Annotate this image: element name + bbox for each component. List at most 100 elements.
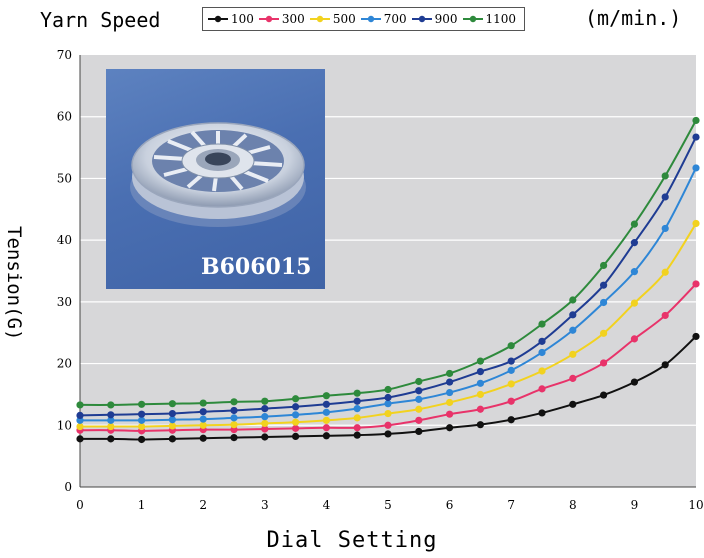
y-tick-label: 0 [64,480,72,494]
data-point-900 [538,337,546,345]
data-point-1100 [168,400,176,408]
data-point-100 [384,430,392,438]
legend-label: 300 [281,12,305,26]
legend-label: 100 [231,12,254,26]
data-point-700 [138,416,146,424]
data-point-500 [292,418,300,426]
data-point-1100 [353,389,361,397]
legend-label: 500 [332,12,356,26]
chart-title: Yarn Speed [40,8,161,32]
data-point-300 [630,335,639,343]
data-point-100 [538,409,546,417]
legend-marker [258,15,279,23]
pulley-image [130,122,306,227]
data-point-300 [569,374,577,382]
data-point-700 [476,379,484,387]
data-point-100 [199,434,207,442]
legend-entry-700: 700 [360,12,407,26]
data-point-1100 [415,377,423,386]
data-point-700 [292,411,300,419]
legend-marker [360,15,381,23]
data-point-900 [661,193,669,201]
x-tick-label: 4 [323,498,331,512]
legend-entry-300: 300 [258,12,305,26]
data-point-900 [446,378,454,386]
data-point-300 [322,424,330,432]
legend-label: 700 [383,12,407,26]
legend-marker [309,15,330,23]
data-point-100 [661,361,669,369]
data-point-700 [569,326,577,334]
data-point-900 [630,239,639,247]
data-point-100 [261,433,269,441]
data-point-100 [507,416,515,424]
x-tick-label: 7 [507,498,515,512]
data-point-1100 [476,357,484,365]
data-point-900 [384,393,392,402]
data-point-700 [230,414,238,422]
data-point-100 [138,435,146,444]
y-tick-label: 30 [57,295,72,309]
legend-entry-900: 900 [411,12,458,26]
data-point-900 [322,400,330,408]
data-point-700 [600,298,608,307]
x-tick-label: 8 [569,498,577,512]
data-point-500 [322,416,330,424]
data-point-500 [76,422,84,431]
data-point-900 [600,281,608,289]
data-point-1100 [322,392,330,400]
data-point-500 [569,350,577,358]
data-point-1100 [76,401,84,409]
x-tick-label: 9 [631,498,639,512]
data-point-100 [415,427,423,436]
data-point-300 [538,385,546,393]
legend-marker [411,15,432,23]
data-point-1100 [261,397,269,405]
data-point-500 [138,422,146,431]
data-point-500 [199,421,207,429]
data-point-300 [292,424,300,432]
data-point-500 [261,419,269,428]
data-point-700 [384,400,392,408]
data-point-900 [138,410,146,418]
data-point-500 [600,329,608,337]
data-point-700 [353,405,361,413]
data-point-700 [107,416,115,424]
y-axis-label: Tension(G) [3,226,25,341]
legend-marker [208,15,228,23]
legend-label: 900 [434,12,458,26]
data-point-1100 [107,401,115,409]
data-point-100 [353,431,361,439]
data-point-700 [692,164,700,172]
data-point-1100 [538,320,546,328]
y-tick-label: 50 [57,171,72,185]
data-point-900 [353,397,361,405]
data-point-900 [507,357,515,365]
data-point-100 [292,432,300,440]
data-point-300 [476,405,484,413]
data-point-500 [661,268,669,276]
data-point-100 [76,435,84,443]
data-point-300 [507,397,515,405]
x-tick-label: 1 [138,498,146,512]
data-point-100 [476,421,484,429]
y-tick-label: 40 [57,233,72,247]
x-tick-label: 2 [199,498,207,512]
units-label: (m/min.) [585,6,682,30]
x-axis-label: Dial Setting [266,528,438,553]
data-point-1100 [569,296,577,304]
data-point-700 [261,413,269,421]
product-code-label: B606015 [201,254,312,280]
data-point-500 [507,380,515,388]
legend-label: 1100 [485,12,517,26]
data-point-300 [230,426,238,434]
data-point-300 [692,280,700,288]
data-point-700 [630,268,639,276]
data-point-500 [353,414,361,422]
legend-entry-100: 100 [207,12,254,26]
data-point-1100 [199,399,207,407]
data-point-700 [415,395,423,403]
data-point-700 [538,348,546,357]
data-point-900 [261,405,269,413]
legend-entry-500: 500 [309,12,356,26]
